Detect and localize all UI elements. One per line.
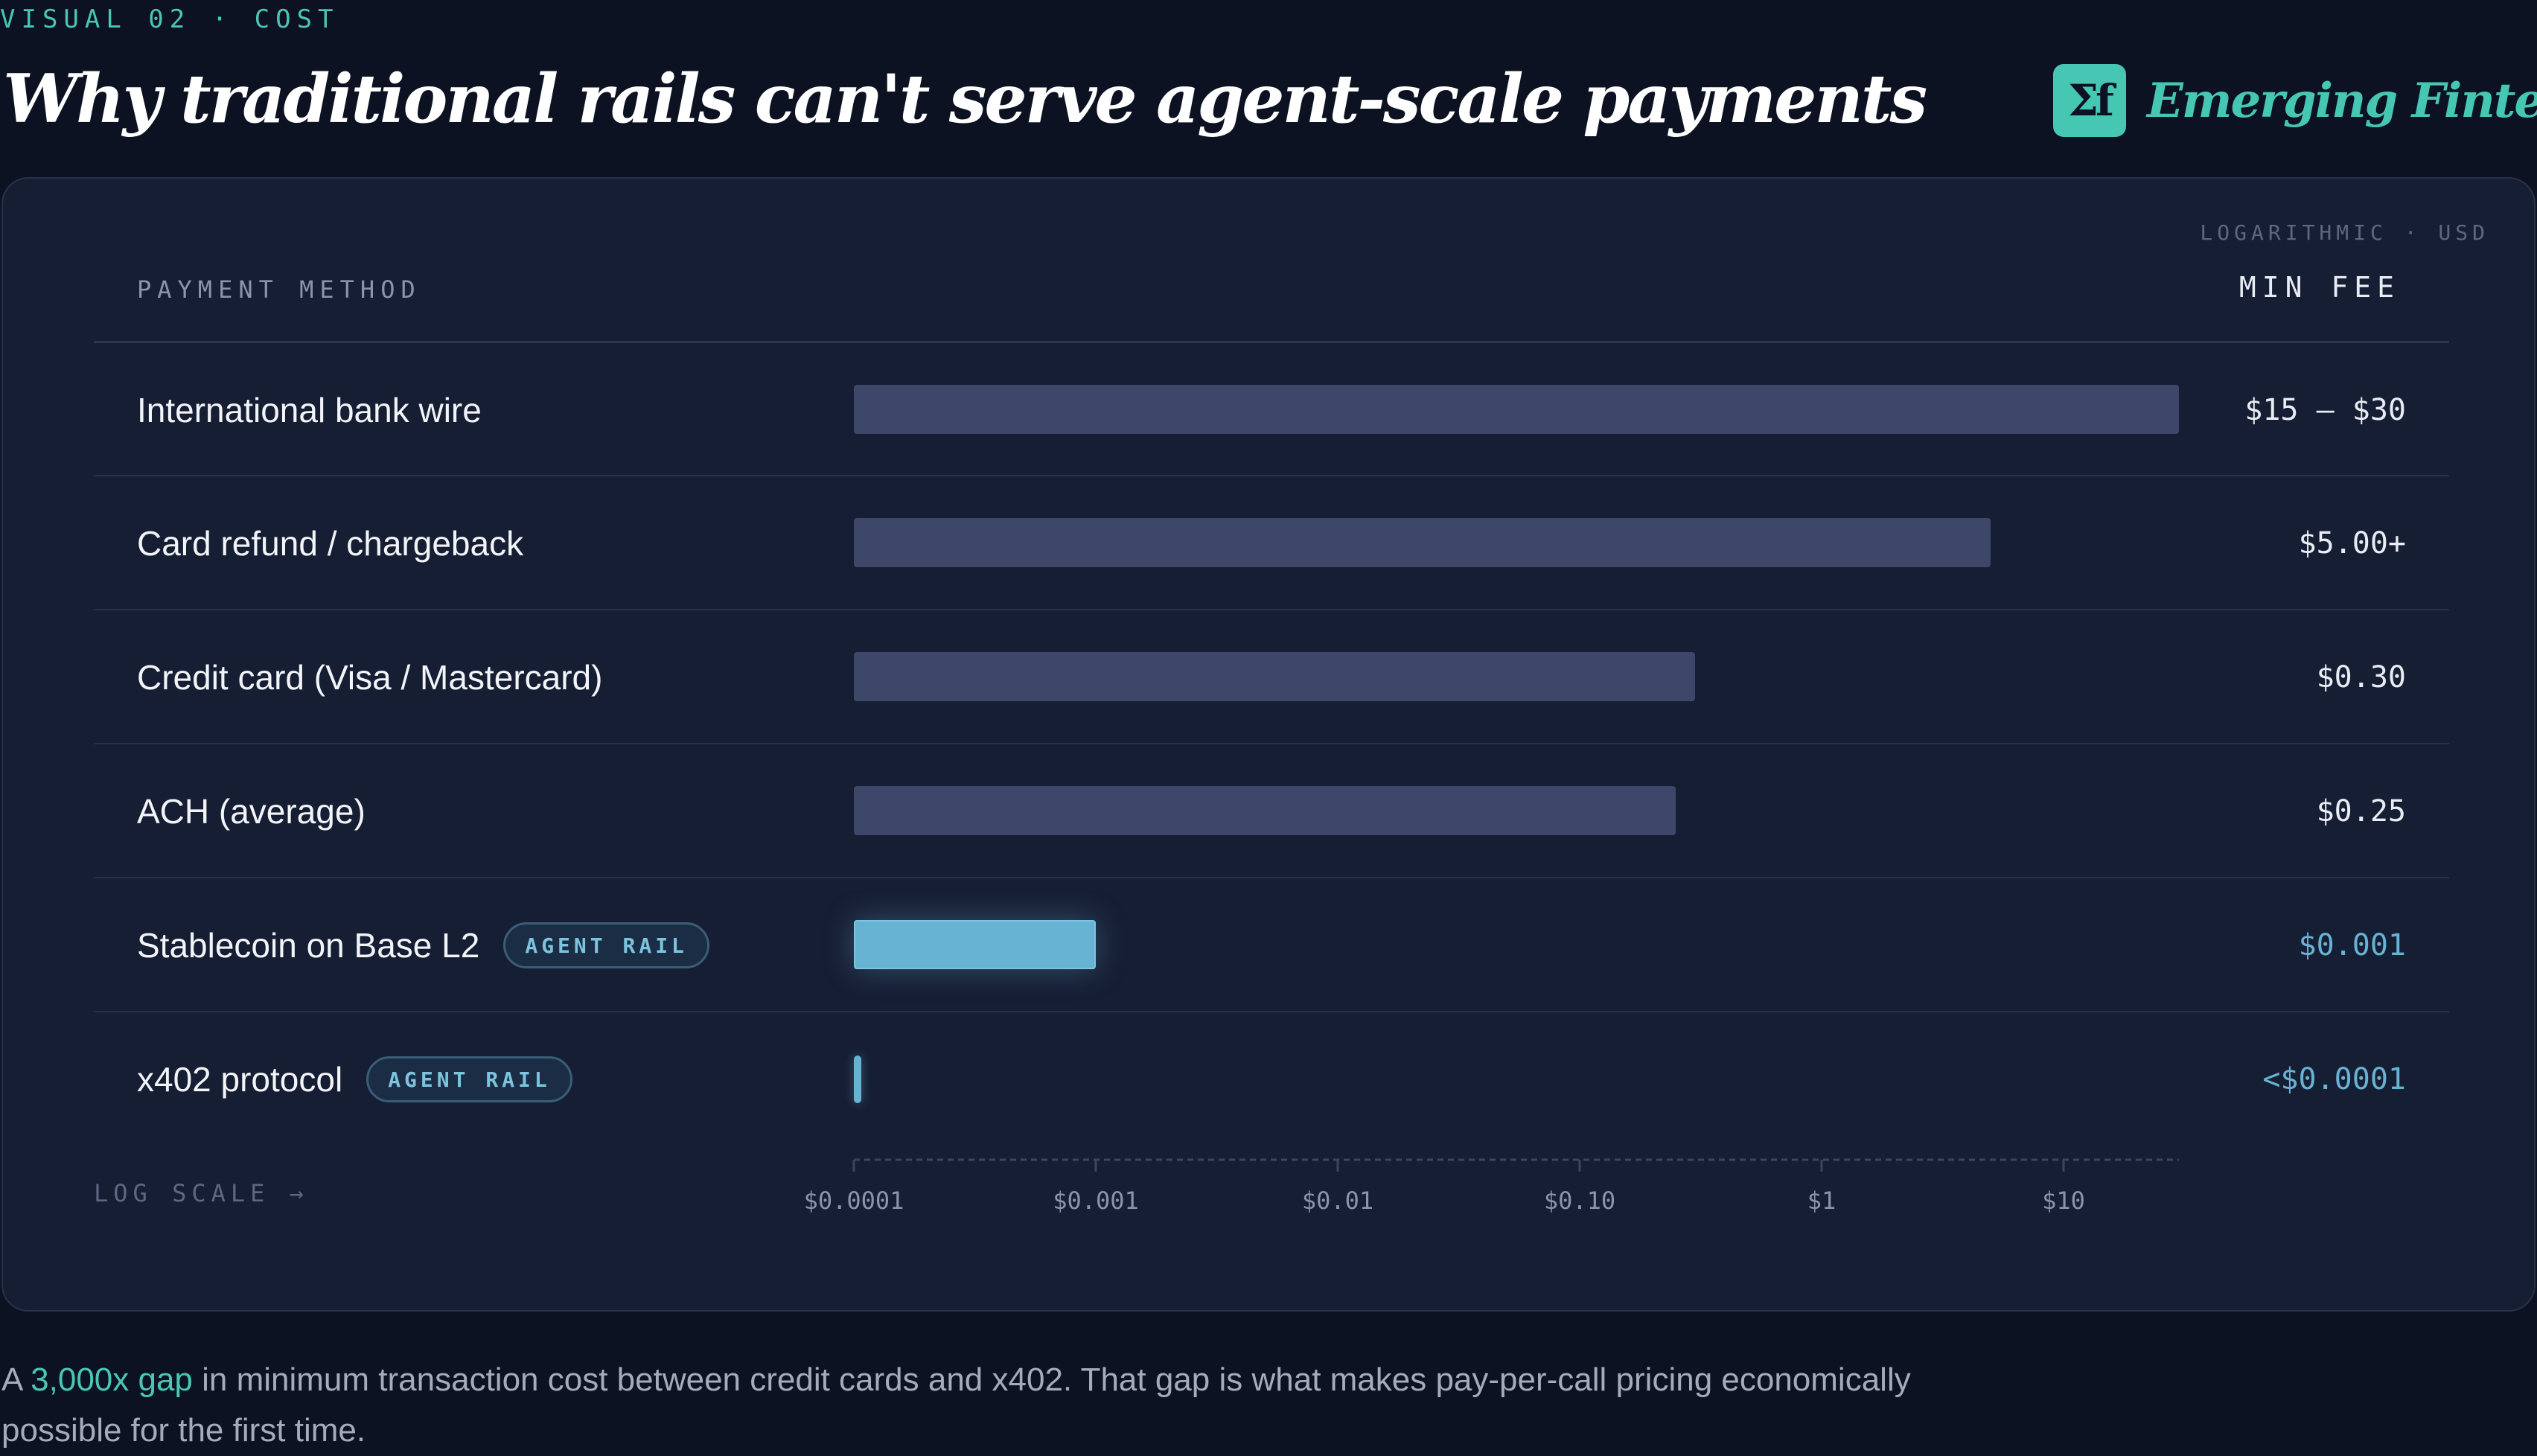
caption-suffix: in minimum transaction cost between cred… <box>1 1361 1911 1449</box>
axis-tick-label: $0.01 <box>1302 1187 1373 1215</box>
chart-row: Card refund / chargeback $5.00+ <box>94 475 2449 609</box>
eyebrow-label: VISUAL 02 · COST <box>0 4 339 34</box>
bar-stablecoin-on-base-l2 <box>854 920 1096 969</box>
chart-panel: LOGARITHMIC · USD PAYMENT METHOD MIN FEE… <box>1 177 2536 1312</box>
x-axis: $0.0001 $0.001 $0.01 $0.10 $1 $10 <box>804 1158 2180 1215</box>
brand-logo-icon: Σf <box>2053 64 2126 137</box>
row-name: ACH (average) <box>137 792 366 831</box>
row-value: $0.001 <box>2298 928 2407 962</box>
bar-x402-protocol <box>854 1056 861 1103</box>
chart-rows: International bank wire $15 – $30 Card ref… <box>94 341 2449 1145</box>
chart-row: ACH (average) $0.25 <box>94 743 2449 877</box>
row-label: x402 protocol AGENT RAIL <box>137 1012 572 1146</box>
row-name: x402 protocol <box>137 1060 343 1099</box>
caption-prefix: A <box>1 1361 31 1398</box>
row-value: <$0.0001 <box>2262 1062 2406 1096</box>
row-label: Credit card (Visa / Mastercard) <box>137 610 602 744</box>
row-value: $0.30 <box>2316 660 2406 695</box>
brand: Σf Emerging Fintech <box>2053 64 2537 137</box>
chart-row: Credit card (Visa / Mastercard) $0.30 <box>94 609 2449 743</box>
caption: A 3,000x gap in minimum transaction cost… <box>1 1355 2011 1456</box>
row-name: International bank wire <box>137 391 482 430</box>
caption-highlight: 3,000x gap <box>31 1361 193 1398</box>
row-label: Stablecoin on Base L2 AGENT RAIL <box>137 878 709 1012</box>
scale-note: LOGARITHMIC · USD <box>2200 220 2489 245</box>
chart-row: Stablecoin on Base L2 AGENT RAIL $0.001 <box>94 877 2449 1011</box>
chart-row: International bank wire $15 – $30 <box>94 341 2449 475</box>
row-value: $15 – $30 <box>2244 393 2406 427</box>
row-value: $5.00+ <box>2298 526 2407 561</box>
axis-label: LOG SCALE → <box>94 1179 309 1207</box>
bar-card-refund-chargeback <box>854 518 1991 567</box>
page-title: Why traditional rails can't serve agent-… <box>3 60 1927 138</box>
chart-row: x402 protocol AGENT RAIL <$0.0001 <box>94 1011 2449 1145</box>
row-value: $0.25 <box>2316 794 2406 828</box>
axis-tick-label: $0.10 <box>1544 1187 1615 1215</box>
axis-tick-label: $0.0001 <box>804 1187 904 1215</box>
row-label: Card refund / chargeback <box>137 476 523 610</box>
column-header-fee: MIN FEE <box>2238 271 2400 304</box>
axis-tick-label: $0.001 <box>1053 1187 1139 1215</box>
row-name: Card refund / chargeback <box>137 524 524 563</box>
row-name: Stablecoin on Base L2 <box>137 926 480 965</box>
row-label: ACH (average) <box>137 744 366 878</box>
bar-credit-card-visa-mastercard <box>854 652 1696 701</box>
bar-ach-average <box>854 786 1676 835</box>
row-name: Credit card (Visa / Mastercard) <box>137 658 603 697</box>
row-label: International bank wire <box>137 343 482 477</box>
column-header-method: PAYMENT METHOD <box>137 275 421 304</box>
brand-name: Emerging Fintech <box>2147 72 2537 129</box>
bar-international-bank-wire <box>854 385 2180 434</box>
agent-rail-badge: AGENT RAIL <box>366 1056 572 1102</box>
axis-tick-label: $1 <box>1807 1187 1836 1215</box>
agent-rail-badge: AGENT RAIL <box>503 922 709 968</box>
axis-tick-label: $10 <box>2042 1187 2085 1215</box>
